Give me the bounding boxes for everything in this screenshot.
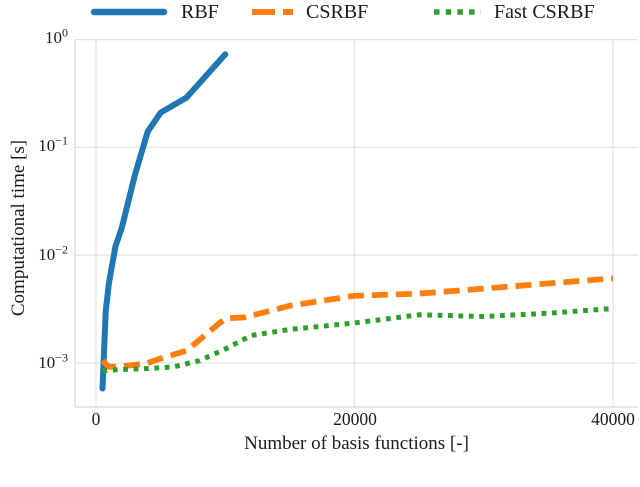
series-line-csrbf [100,275,614,370]
x-axis-title: Number of basis functions [-] [244,433,469,454]
x-tick-label-40000: 40000 [591,409,635,429]
rbf-solid-line-icon [90,8,168,16]
legend-item-csrbf: CSRBF [252,0,368,24]
x-tick-label-0: 0 [91,409,101,429]
legend-item-fast-csrbf: Fast CSRBF [434,0,595,24]
legend-item-rbf: RBF [90,0,219,24]
axis-spines [74,39,638,408]
y-axis-title: Computational time [s] [8,139,29,317]
legend-label-rbf: RBF [181,0,219,23]
y-tick-label-1e-3: 10−3 [38,350,68,372]
y-tick-label-1e-1: 10−1 [38,133,68,155]
csrbf-dashed-line-icon [252,9,293,15]
legend-label-csrbf: CSRBF [306,0,369,23]
y-tick-label-1e0: 100 [45,25,68,47]
series-line-fast-csrbf [102,306,614,374]
gridlines [75,38,638,407]
legend-label-fast-csrbf: Fast CSRBF [494,0,595,23]
y-tick-label-1e-2: 10−2 [38,242,68,264]
series-line-rbf [99,51,229,392]
x-tick-label-20000: 20000 [333,409,377,429]
fast-csrbf-dotted-line-icon [434,9,481,15]
